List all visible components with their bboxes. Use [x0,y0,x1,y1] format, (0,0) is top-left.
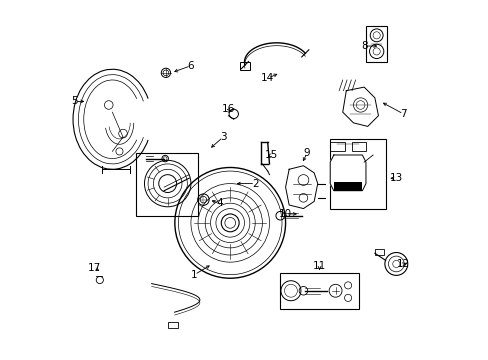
Text: 8: 8 [360,41,366,51]
Text: 4: 4 [216,198,223,208]
Text: 17: 17 [88,262,101,273]
Text: 3: 3 [219,132,226,142]
Bar [329,143,344,152]
Bar [365,26,386,62]
Bar [333,182,362,191]
Text: 6: 6 [187,61,194,71]
Text: 9: 9 [303,148,310,158]
Polygon shape [329,155,365,191]
Bar [280,273,358,309]
Bar [239,62,250,71]
Text: 15: 15 [264,150,277,160]
Bar [167,322,178,328]
Text: 11: 11 [312,261,325,271]
Bar [329,139,385,208]
Text: 12: 12 [396,259,409,269]
Text: 2: 2 [251,179,258,189]
Bar [351,143,365,152]
Text: 5: 5 [71,96,78,107]
Text: 1: 1 [191,270,198,280]
Text: 13: 13 [389,173,402,183]
Text: 16: 16 [222,104,235,113]
Bar [135,153,198,216]
Bar [374,249,383,255]
Text: 7: 7 [399,109,406,119]
Text: 10: 10 [279,209,291,219]
Text: 14: 14 [261,73,274,83]
